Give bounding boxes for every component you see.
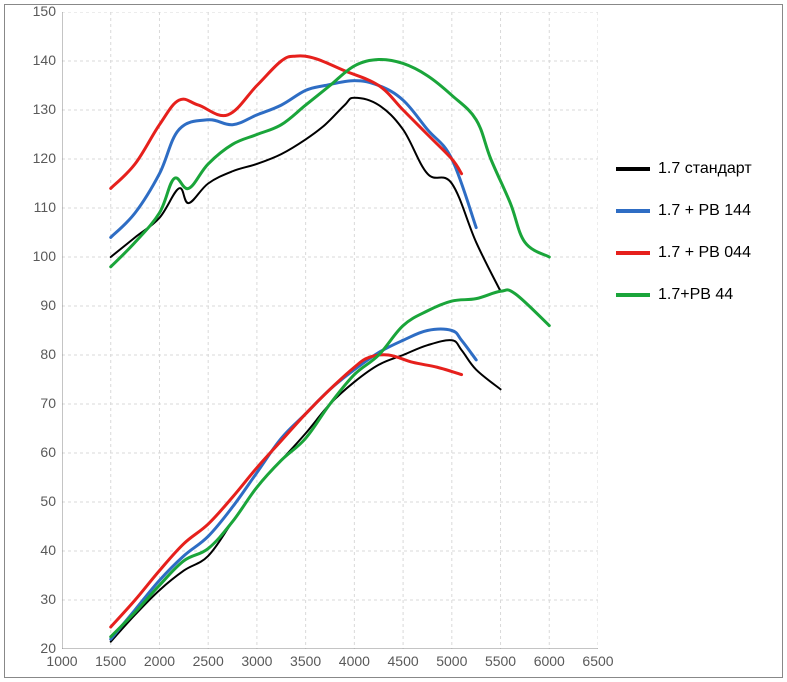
x-tick-label: 1000 bbox=[42, 653, 82, 669]
legend-item: 1.7 + РВ 044 bbox=[616, 244, 752, 262]
legend-label: 1.7 + РВ 044 bbox=[658, 244, 751, 262]
y-tick-label: 150 bbox=[33, 3, 56, 19]
series-1.7-+-РВ-144 bbox=[111, 81, 476, 238]
y-tick-label: 140 bbox=[33, 52, 56, 68]
legend-swatch bbox=[616, 293, 650, 297]
x-tick-label: 4500 bbox=[383, 653, 423, 669]
x-tick-label: 6000 bbox=[529, 653, 569, 669]
legend-label: 1.7+РВ 44 bbox=[658, 286, 733, 304]
y-tick-label: 30 bbox=[40, 591, 56, 607]
y-tick-label: 50 bbox=[40, 493, 56, 509]
y-tick-label: 110 bbox=[34, 199, 56, 215]
y-tick-label: 40 bbox=[40, 542, 56, 558]
legend-label: 1.7 + РВ 144 bbox=[658, 202, 751, 220]
series-1.7-+-РВ-144 bbox=[111, 329, 476, 639]
legend-swatch bbox=[616, 167, 650, 171]
legend-item: 1.7+РВ 44 bbox=[616, 286, 752, 304]
legend-swatch bbox=[616, 209, 650, 213]
legend-item: 1.7 + РВ 144 bbox=[616, 202, 752, 220]
y-tick-label: 60 bbox=[40, 444, 56, 460]
legend: 1.7 стандарт 1.7 + РВ 144 1.7 + РВ 044 1.7+… bbox=[616, 160, 752, 328]
y-tick-label: 130 bbox=[33, 101, 56, 117]
x-tick-label: 3000 bbox=[237, 653, 277, 669]
x-tick-label: 5000 bbox=[432, 653, 472, 669]
y-tick-label: 80 bbox=[40, 346, 56, 362]
legend-item: 1.7 стандарт bbox=[616, 160, 752, 178]
y-tick-label: 70 bbox=[40, 395, 56, 411]
y-tick-label: 90 bbox=[40, 297, 56, 313]
chart-container: 1.7 стандарт 1.7 + РВ 144 1.7 + РВ 044 1.7+… bbox=[0, 0, 787, 682]
y-tick-label: 120 bbox=[33, 150, 56, 166]
series-1.7+РВ-44 bbox=[111, 290, 550, 637]
x-tick-label: 6500 bbox=[578, 653, 618, 669]
x-tick-label: 3500 bbox=[286, 653, 326, 669]
x-tick-label: 1500 bbox=[91, 653, 131, 669]
series-1.7+РВ-44 bbox=[111, 59, 550, 266]
x-tick-label: 2500 bbox=[188, 653, 228, 669]
x-tick-label: 2000 bbox=[139, 653, 179, 669]
legend-label: 1.7 стандарт bbox=[658, 160, 752, 178]
x-tick-label: 4000 bbox=[334, 653, 374, 669]
plot-svg bbox=[62, 12, 598, 649]
x-tick-label: 5500 bbox=[481, 653, 521, 669]
legend-swatch bbox=[616, 251, 650, 255]
y-tick-label: 100 bbox=[33, 248, 56, 264]
